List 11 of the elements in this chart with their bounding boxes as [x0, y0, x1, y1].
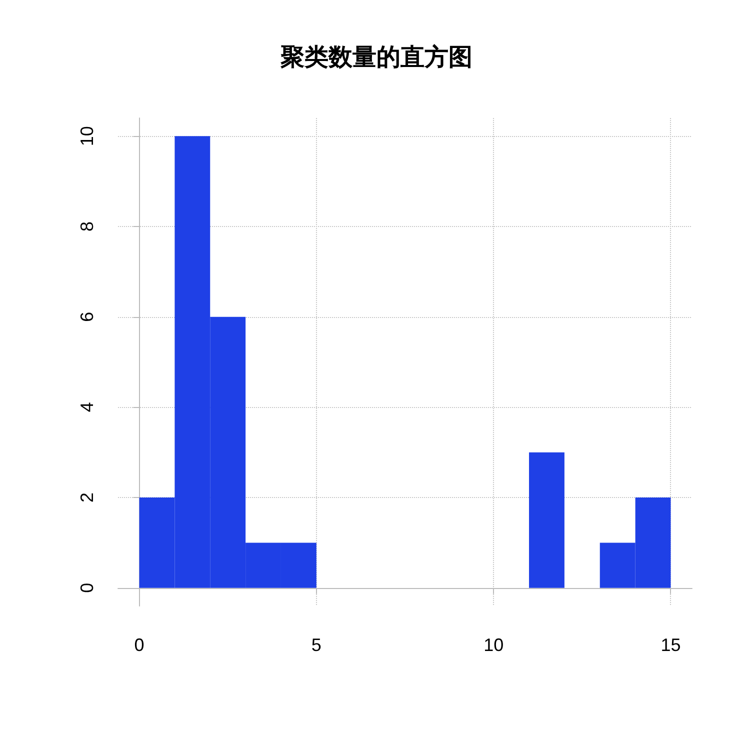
y-tick-label: 4	[77, 402, 97, 412]
x-tick-label: 5	[311, 635, 322, 655]
chart-title: 聚类数量的直方图	[280, 43, 472, 71]
y-tick-label: 0	[77, 582, 97, 593]
y-tick-label: 6	[77, 312, 97, 322]
y-tick-label: 10	[77, 126, 97, 146]
x-tick-label: 10	[484, 635, 504, 655]
y-tick-label: 8	[77, 221, 97, 232]
y-tick-label: 2	[77, 492, 97, 503]
x-tick-label: 15	[660, 635, 681, 655]
x-tick-label: 0	[134, 635, 144, 655]
